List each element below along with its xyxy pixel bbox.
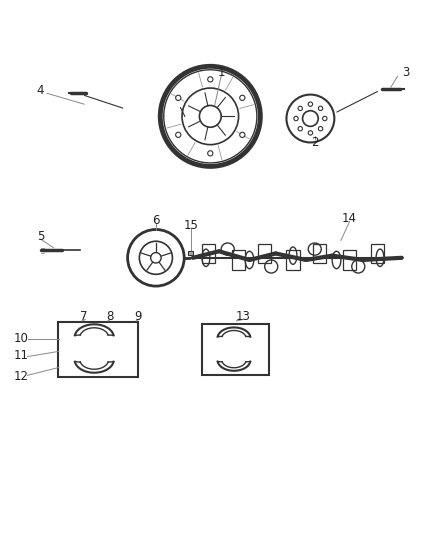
Circle shape (294, 116, 298, 120)
Bar (201, 324, 269, 375)
Text: 10: 10 (14, 332, 28, 345)
Circle shape (308, 102, 313, 107)
Text: 12: 12 (14, 370, 28, 383)
Text: 8: 8 (106, 310, 114, 323)
Circle shape (208, 77, 213, 82)
Circle shape (318, 126, 323, 131)
Circle shape (298, 106, 302, 110)
Text: 11: 11 (14, 349, 28, 362)
Circle shape (298, 126, 302, 131)
Circle shape (208, 151, 213, 156)
Bar (58, 322, 138, 377)
Circle shape (308, 131, 313, 135)
Circle shape (318, 106, 323, 110)
Text: 2: 2 (311, 136, 318, 149)
Text: 14: 14 (342, 212, 357, 225)
Text: 13: 13 (236, 310, 251, 323)
Circle shape (176, 132, 181, 138)
Circle shape (240, 132, 245, 138)
Circle shape (322, 116, 327, 120)
Text: 1: 1 (217, 66, 225, 79)
Text: 9: 9 (135, 310, 142, 323)
Bar (187, 251, 193, 255)
Text: 3: 3 (403, 66, 410, 79)
Circle shape (176, 95, 181, 100)
Text: 6: 6 (152, 214, 159, 227)
Text: 15: 15 (183, 219, 198, 232)
Text: 4: 4 (37, 84, 44, 96)
Text: 7: 7 (80, 310, 88, 323)
Circle shape (240, 95, 245, 100)
Text: 5: 5 (37, 230, 44, 243)
